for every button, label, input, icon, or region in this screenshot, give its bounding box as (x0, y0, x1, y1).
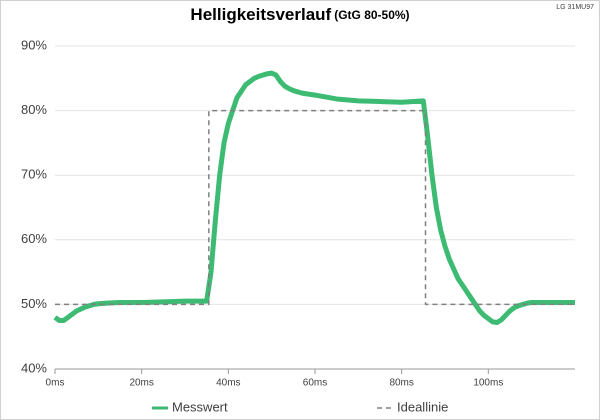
legend-label: Messwert (172, 399, 228, 414)
x-tick-label: 60ms (303, 378, 327, 389)
corner-note: LG 31MU97 (556, 4, 594, 11)
x-tick-label: 100ms (473, 378, 503, 389)
y-tick-label: 80% (21, 102, 47, 117)
y-tick-label: 50% (21, 296, 47, 311)
y-tick-label: 40% (21, 360, 47, 375)
x-tick-label: 20ms (129, 378, 153, 389)
x-tick-label: 0ms (46, 378, 65, 389)
chart-title: Helligkeitsverlauf (GtG 80-50%) (190, 5, 409, 24)
subtitle: (GtG 80-50%) (334, 8, 409, 22)
ideal-line (55, 109, 575, 306)
x-tick-label: 40ms (216, 378, 240, 389)
legend: Messwert Ideallinie (152, 399, 448, 414)
y-tick-label: 90% (21, 37, 47, 52)
x-tick-label: 80ms (389, 378, 413, 389)
y-tick-label: 60% (21, 231, 47, 246)
y-tick-label: 70% (21, 167, 47, 182)
legend-label: Ideallinie (397, 399, 448, 414)
title: Helligkeitsverlauf (190, 5, 331, 24)
measured-line (53, 70, 575, 325)
